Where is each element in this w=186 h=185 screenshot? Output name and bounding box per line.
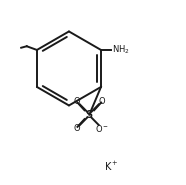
Text: NH$_2$: NH$_2$ (112, 44, 130, 56)
Text: S: S (86, 110, 93, 120)
Text: O: O (73, 97, 80, 106)
Text: K$^+$: K$^+$ (104, 160, 119, 173)
Text: O$^-$: O$^-$ (95, 123, 109, 134)
Text: O: O (73, 124, 80, 133)
Text: O: O (99, 97, 105, 106)
